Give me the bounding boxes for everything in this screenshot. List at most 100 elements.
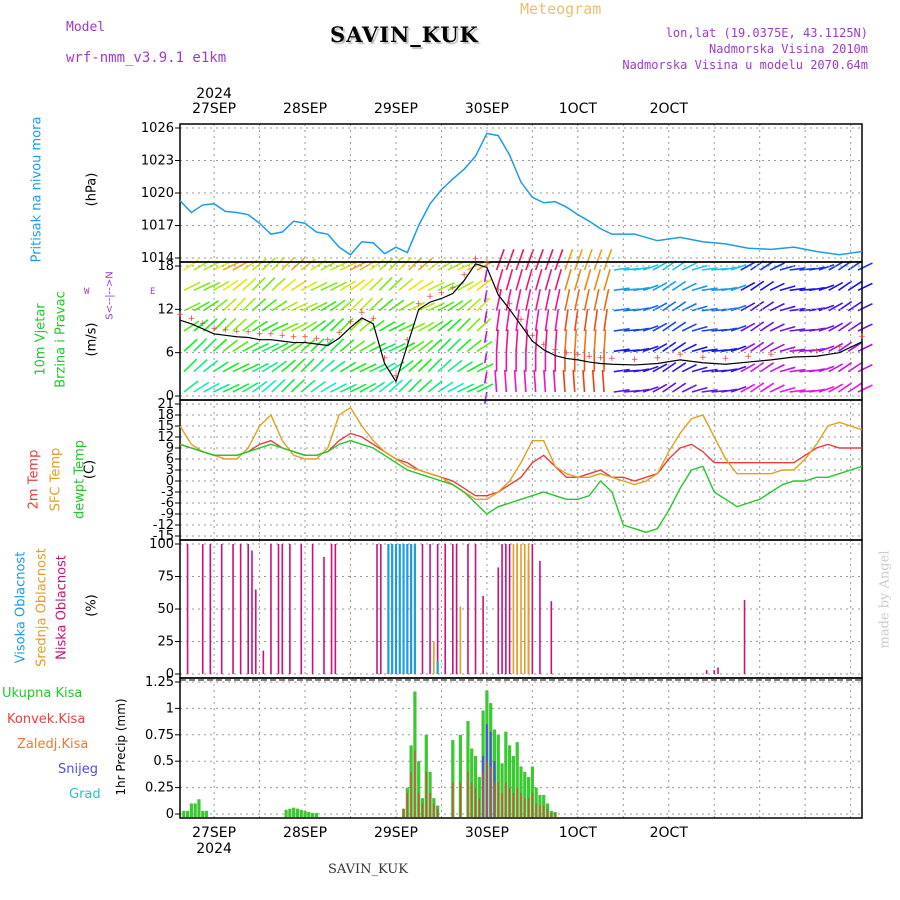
wind-marker: +	[438, 289, 446, 299]
wind-barb	[740, 363, 756, 373]
precip-conv-bar	[493, 782, 496, 817]
wind-barb	[271, 342, 289, 353]
wind-barb	[554, 288, 561, 311]
wind-marker: +	[506, 299, 514, 309]
wind-barb	[212, 317, 227, 332]
wind-barb	[251, 258, 267, 271]
wind-barb	[378, 380, 395, 393]
wind-barb	[281, 278, 297, 291]
wind-barb	[583, 309, 589, 332]
elevation-label: Nadmorska Visina 2010m	[709, 42, 868, 56]
precip-total-bar	[511, 755, 516, 817]
wind-barb	[583, 268, 592, 291]
wind-barb	[779, 386, 796, 393]
wind-barb	[818, 304, 835, 312]
wind-barb	[701, 287, 718, 292]
wind-barb	[505, 268, 514, 291]
wind-barb	[369, 258, 385, 271]
wind-barb	[359, 278, 375, 291]
wind-barb	[789, 287, 806, 292]
wind-marker: +	[188, 314, 196, 324]
wind-barb	[671, 321, 687, 332]
wind-marker: +	[233, 327, 241, 337]
wind-barb	[671, 341, 687, 353]
precip-conv-bar	[467, 771, 469, 817]
date-label-bottom: 30SEP	[465, 825, 509, 841]
wind-barb	[437, 358, 452, 373]
wind-legend-w: W	[84, 287, 90, 297]
wind-barb	[525, 249, 535, 271]
wind-barb	[193, 381, 210, 393]
wind-barb	[466, 383, 484, 393]
wind-barb	[818, 345, 835, 353]
wind-barb	[759, 321, 775, 332]
precip-conv-bar	[512, 792, 515, 817]
wind-barb	[789, 328, 806, 332]
wind-barb	[222, 362, 240, 373]
wind-barb	[408, 378, 423, 393]
wind-barb	[505, 249, 515, 271]
wind-barb	[251, 277, 266, 291]
temp-ytick-label: 6	[166, 452, 174, 467]
wind-barb	[662, 280, 677, 291]
wind-barb	[759, 341, 775, 353]
wind-barb	[564, 288, 571, 311]
wind-barb	[369, 381, 386, 393]
wind-marker: +	[654, 354, 662, 364]
precip-conv-bar	[486, 761, 488, 817]
wind-barb	[300, 281, 318, 292]
wind-barb	[573, 309, 579, 332]
wind-barb	[857, 262, 873, 271]
wind-barb	[504, 369, 508, 393]
wind-barb	[300, 339, 316, 352]
wind-barb	[564, 309, 569, 332]
wind-marker: +	[494, 285, 502, 295]
wind-marker: +	[426, 292, 434, 302]
wind-barb	[633, 347, 650, 353]
date-label-top: 29SEP	[374, 101, 418, 117]
wind-barb	[603, 288, 610, 311]
wind-barb	[515, 268, 523, 291]
precip-total-bar	[292, 807, 296, 817]
wind-barb	[437, 301, 455, 312]
wind-barb	[721, 286, 738, 292]
wind-barb	[671, 382, 687, 393]
wind-barb	[212, 298, 228, 312]
precip-conv-bar	[554, 812, 556, 817]
wind-barb	[398, 378, 413, 393]
pressure-line	[179, 132, 863, 256]
precip-total-bar	[523, 771, 527, 817]
wind-barb	[457, 281, 474, 292]
wind-barb	[349, 261, 367, 271]
wind-barb	[633, 368, 650, 373]
wind-marker: +	[529, 331, 537, 341]
wind-barb	[281, 301, 298, 312]
wind-barb	[662, 382, 677, 393]
wind-barb	[573, 329, 578, 352]
wind-marker: +	[472, 254, 480, 264]
wind-barb	[437, 281, 455, 292]
precip-conv-bar	[509, 787, 511, 817]
pressure-ytick-label: 1017	[141, 219, 174, 234]
wind-barb	[554, 249, 564, 271]
wind-barb	[828, 302, 844, 312]
wind-barb	[534, 329, 538, 352]
wind-legend-e: E	[150, 287, 156, 297]
wind-marker: +	[563, 348, 571, 358]
precip-total-bar	[204, 810, 209, 817]
wind-barb	[388, 342, 406, 353]
wind-barb	[838, 280, 853, 291]
wind-barb	[457, 383, 475, 393]
wind-barb	[505, 309, 511, 332]
wind-barb	[652, 363, 668, 373]
wind-barb	[828, 322, 844, 332]
wind-barb	[388, 379, 404, 393]
lonlat-label: lon,lat (19.0375E, 43.1125N)	[665, 26, 868, 40]
wind-barb	[349, 340, 366, 352]
wind-barb	[523, 369, 527, 393]
wind-barb	[330, 360, 346, 373]
wind-marker: +	[858, 332, 866, 342]
wind-barb	[809, 266, 826, 271]
wind-marker: +	[267, 330, 275, 340]
wind-barb	[271, 300, 288, 312]
